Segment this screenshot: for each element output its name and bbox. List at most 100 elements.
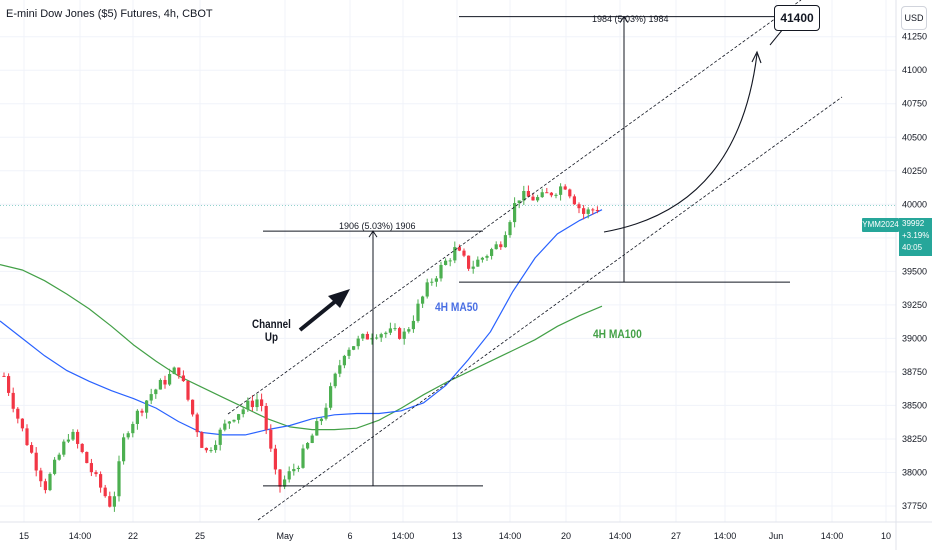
candle-body xyxy=(2,375,6,377)
candle-body xyxy=(342,355,346,366)
candle-body xyxy=(301,448,305,468)
candle-body xyxy=(503,235,507,248)
candle-body xyxy=(572,196,576,205)
candle-body xyxy=(444,260,448,265)
candle-body xyxy=(103,487,107,497)
candle-body xyxy=(89,463,93,473)
measure1-arrowhead xyxy=(368,230,378,238)
candle-body xyxy=(393,328,397,330)
candle-body xyxy=(402,331,406,339)
candle-body xyxy=(76,431,80,444)
candle-body xyxy=(398,328,402,339)
candle-body xyxy=(145,400,149,413)
candle-body xyxy=(20,418,24,429)
y-tick-label: 39000 xyxy=(902,333,927,343)
candle-body xyxy=(476,259,480,267)
candle-body xyxy=(388,328,392,333)
candle-body xyxy=(522,191,526,201)
candle-body xyxy=(448,260,452,262)
y-tick-label: 39250 xyxy=(902,300,927,310)
channel-lower-line xyxy=(257,96,843,521)
candle-body xyxy=(30,445,34,453)
x-tick-label: 14:00 xyxy=(499,531,522,541)
candle-body xyxy=(379,334,383,338)
candle-body xyxy=(149,394,153,401)
y-tick-label: 38000 xyxy=(902,467,927,477)
x-tick-label: 13 xyxy=(452,531,462,541)
y-tick-label: 40750 xyxy=(902,99,927,109)
y-tick-label: 39500 xyxy=(902,266,927,276)
candle-body xyxy=(126,433,130,438)
candle-body xyxy=(425,282,429,297)
candle-body xyxy=(568,189,572,197)
candle-body xyxy=(310,435,314,443)
candle-body xyxy=(140,410,144,413)
countdown: 40:05 xyxy=(902,243,923,252)
candle-body xyxy=(66,439,70,442)
candle-body xyxy=(411,320,415,330)
candle-body xyxy=(227,421,231,424)
last-price-tag: 39992 +3.19% 40:05 xyxy=(899,218,932,256)
candle-body xyxy=(80,443,84,452)
y-tick-label: 41000 xyxy=(902,65,927,75)
candle-body xyxy=(181,375,185,382)
drawings xyxy=(227,0,843,521)
candle-body xyxy=(430,281,434,283)
candle-body xyxy=(324,407,328,419)
candle-body xyxy=(333,373,337,387)
candle-body xyxy=(352,346,356,350)
candle-body xyxy=(200,432,204,448)
candle-body xyxy=(283,479,287,487)
candle-body xyxy=(306,442,310,449)
candle-body xyxy=(154,389,158,395)
currency-button[interactable]: USD xyxy=(901,6,927,30)
x-tick-label: 14:00 xyxy=(821,531,844,541)
candle-body xyxy=(39,470,43,482)
candle-body xyxy=(356,338,360,347)
channel-upper-line xyxy=(227,0,802,415)
candle-body xyxy=(135,410,139,424)
candle-body xyxy=(264,405,268,430)
target-pointer xyxy=(769,28,784,46)
candle-body xyxy=(53,459,57,474)
x-tick-label: 14:00 xyxy=(392,531,415,541)
candle-body xyxy=(177,367,181,376)
candle-body xyxy=(296,467,300,470)
candle-body xyxy=(329,386,333,408)
candle-body xyxy=(577,204,581,209)
candle-body xyxy=(319,418,323,422)
projection-arrowhead xyxy=(751,50,762,64)
candle-body xyxy=(531,196,535,201)
x-tick-label: 6 xyxy=(347,531,352,541)
candle-body xyxy=(7,376,11,393)
x-tick-label: May xyxy=(276,531,294,541)
candle-body xyxy=(223,423,227,430)
candle-body xyxy=(112,496,116,507)
candle-body xyxy=(255,399,259,408)
measure-label-2: 1984 (5.03%) 1984 xyxy=(592,14,669,24)
y-tick-label: 40500 xyxy=(902,132,927,142)
candle-body xyxy=(99,474,103,488)
candle-body xyxy=(453,247,457,261)
candle-body xyxy=(158,379,162,390)
ma50-line xyxy=(0,209,603,436)
candle-body xyxy=(439,264,443,279)
candle-body xyxy=(273,448,277,470)
candle-body xyxy=(407,329,411,332)
y-tick-label: 38250 xyxy=(902,434,927,444)
candle-body xyxy=(416,303,420,321)
last-price: 39992 xyxy=(902,219,925,228)
candle-body xyxy=(563,186,567,190)
candle-body xyxy=(494,244,498,250)
x-tick-label: 14:00 xyxy=(609,531,632,541)
candle-body xyxy=(559,186,563,195)
candle-body xyxy=(549,192,553,196)
candle-body xyxy=(241,409,245,415)
candle-body xyxy=(117,461,121,497)
candle-body xyxy=(338,365,342,374)
candle-body xyxy=(269,429,273,449)
ma100-series xyxy=(0,264,603,431)
candle-body xyxy=(246,400,250,410)
candle-body xyxy=(595,209,599,211)
